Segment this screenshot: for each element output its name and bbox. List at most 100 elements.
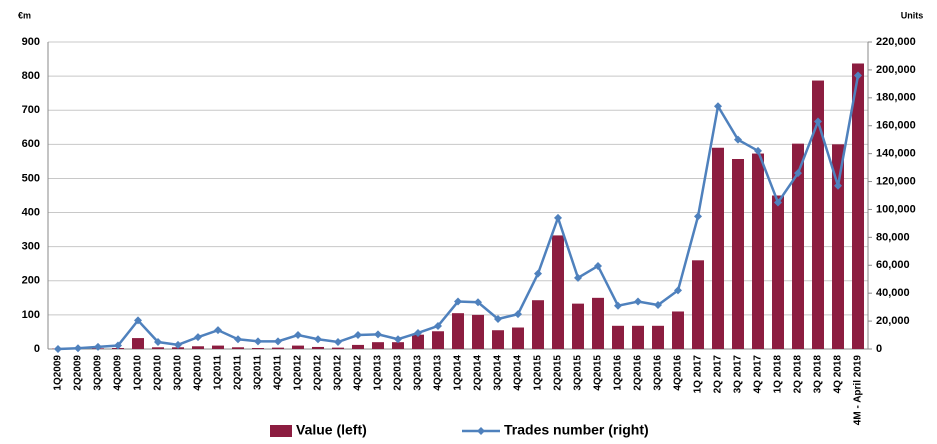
bar [232, 347, 244, 349]
x-tick-label: 1Q2010 [133, 355, 144, 391]
marker [94, 343, 102, 351]
y2-tick-label: 80,000 [876, 231, 910, 243]
bar [692, 260, 704, 349]
bar [212, 346, 224, 349]
x-tick-label: 4Q 2017 [753, 355, 764, 394]
x-tick-label: 4Q2010 [193, 355, 204, 391]
bar [632, 326, 644, 349]
y-axis-label: €m [18, 10, 31, 20]
y-tick-label: 900 [22, 36, 40, 48]
marker [74, 344, 82, 352]
marker [514, 310, 522, 318]
y2-tick-label: 180,000 [876, 92, 916, 104]
y-tick-label: 0 [34, 343, 40, 355]
x-tick-label: 1Q2013 [373, 355, 384, 391]
x-tick-label: 4Q 2018 [833, 355, 844, 394]
x-tick-label: 1Q2009 [53, 355, 64, 391]
x-tick-label: 4Q2012 [353, 355, 364, 391]
x-tick-label: 3Q 2018 [813, 355, 824, 394]
y2-tick-label: 0 [876, 343, 882, 355]
bar [252, 348, 264, 349]
bar [612, 326, 624, 349]
bar [652, 326, 664, 349]
marker [294, 331, 302, 339]
y-tick-label: 400 [22, 206, 40, 218]
x-tick-label: 2Q2012 [313, 355, 324, 391]
x-tick-label: 3Q2010 [173, 355, 184, 391]
marker [394, 335, 402, 343]
y2-axis-label: Units [901, 10, 924, 20]
y2-tick-label: 20,000 [876, 315, 910, 327]
x-tick-label: 2Q2010 [153, 355, 164, 391]
x-tick-label: 1Q2016 [613, 355, 624, 391]
bar [432, 331, 444, 349]
y2-tick-label: 200,000 [876, 64, 916, 76]
x-tick-label: 2Q2009 [73, 355, 84, 391]
bar [512, 328, 524, 349]
y2-tick-label: 140,000 [876, 148, 916, 160]
x-tick-label: 3Q2014 [493, 355, 504, 391]
bar [592, 298, 604, 349]
x-tick-label: 3Q2016 [653, 355, 664, 391]
x-tick-label: 3Q2009 [93, 355, 104, 391]
bar [152, 347, 164, 349]
x-tick-label: 4Q2009 [113, 355, 124, 391]
legend-label: Trades number (right) [504, 422, 649, 438]
x-tick-label: 4Q2015 [593, 355, 604, 391]
bar [372, 342, 384, 349]
legend-marker [477, 427, 485, 435]
bar [352, 345, 364, 349]
marker [634, 298, 642, 306]
marker [234, 335, 242, 343]
bar [192, 346, 204, 349]
bar [532, 300, 544, 349]
legend-label: Value (left) [296, 422, 367, 438]
marker [354, 331, 362, 339]
x-tick-label: 2Q2013 [393, 355, 404, 391]
bar [492, 330, 504, 349]
bar [852, 63, 864, 349]
x-tick-label: 4Q2013 [433, 355, 444, 391]
bar [672, 311, 684, 349]
y2-tick-label: 40,000 [876, 287, 910, 299]
bar [272, 348, 284, 349]
marker [194, 333, 202, 341]
y-tick-label: 700 [22, 104, 40, 116]
x-tick-label: 1Q2015 [533, 355, 544, 391]
marker [554, 214, 562, 222]
y2-tick-label: 220,000 [876, 36, 916, 48]
marker [374, 330, 382, 338]
bar [292, 346, 304, 349]
x-tick-label: 1Q 2017 [693, 355, 704, 394]
bar [452, 313, 464, 349]
y-tick-label: 500 [22, 172, 40, 184]
x-tick-label: 1Q2011 [213, 355, 224, 390]
marker [54, 345, 62, 353]
y2-tick-label: 60,000 [876, 259, 910, 271]
x-tick-label: 2Q 2017 [713, 355, 724, 394]
marker [334, 338, 342, 346]
x-tick-label: 1Q2014 [453, 355, 464, 391]
y-tick-label: 600 [22, 138, 40, 150]
y-tick-label: 800 [22, 70, 40, 82]
x-tick-label: 4M - April 2019 [853, 355, 864, 426]
x-tick-label: 3Q 2017 [733, 355, 744, 394]
x-tick-label: 3Q2011 [253, 355, 264, 390]
x-tick-label: 4Q2016 [673, 355, 684, 391]
x-tick-label: 3Q2012 [333, 355, 344, 391]
bar [472, 315, 484, 349]
y2-tick-label: 160,000 [876, 120, 916, 132]
bar [732, 159, 744, 349]
y-tick-label: 100 [22, 309, 40, 321]
bar [332, 348, 344, 349]
marker [314, 335, 322, 343]
marker [534, 270, 542, 278]
x-tick-label: 2Q2011 [233, 355, 244, 390]
bar [772, 196, 784, 350]
x-tick-label: 2Q 2018 [793, 355, 804, 394]
x-tick-label: 4Q2011 [273, 355, 284, 390]
bar [312, 347, 324, 349]
x-tick-label: 1Q 2018 [773, 355, 784, 394]
x-tick-label: 2Q2014 [473, 355, 484, 391]
